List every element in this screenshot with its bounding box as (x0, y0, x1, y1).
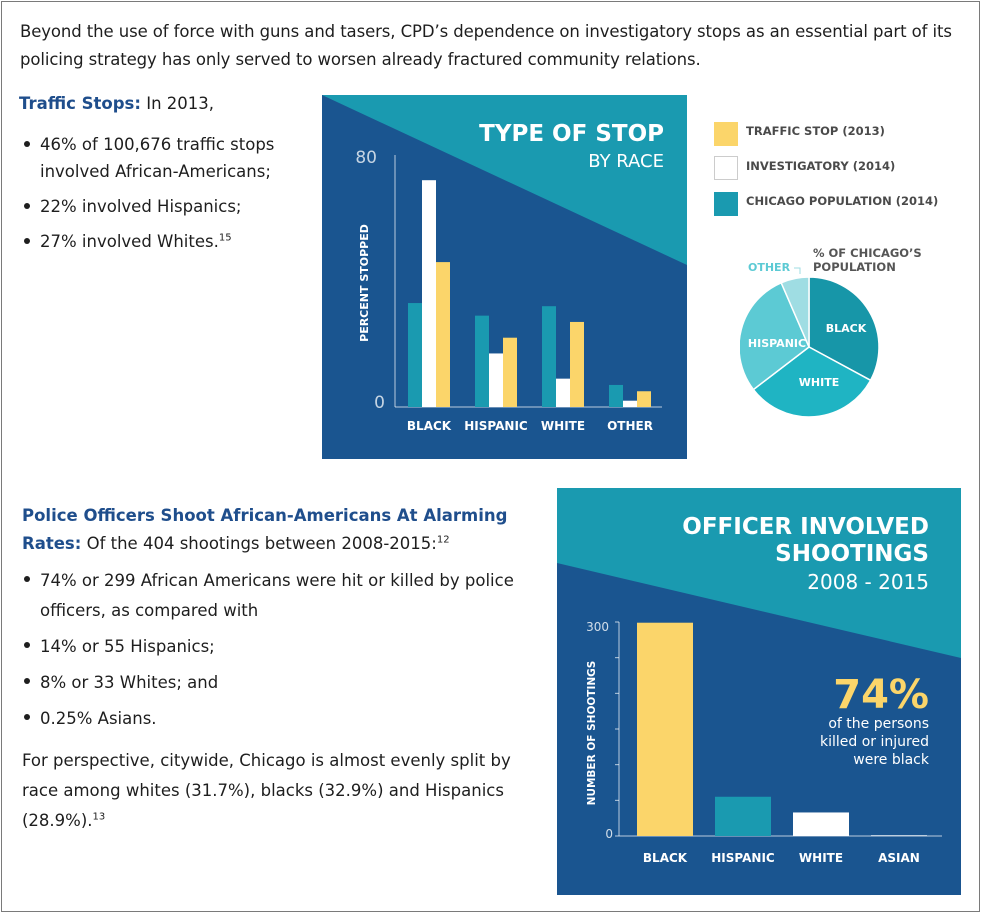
pie-label-hispanic: HISPANIC (748, 337, 806, 350)
pie-title-line-2: POPULATION (813, 260, 896, 274)
bar-hispanic-traffic (503, 337, 517, 407)
list-item: 46% of 100,676 traffic stops involved Af… (22, 131, 312, 185)
bar-other-population (609, 384, 623, 407)
x-tick-label: HISPANIC (464, 419, 528, 433)
bar-black-investigatory (422, 180, 436, 407)
pie-label-white: WHITE (799, 376, 839, 389)
type-of-stop-chart: TYPE OF STOP BY RACE 80 0 PERCENT STOPPE… (322, 95, 687, 459)
pie-label-other: OTHER (748, 261, 791, 274)
chart-title: TYPE OF STOP (479, 121, 664, 147)
pie-slice-other (780, 276, 810, 348)
bar-other-traffic (637, 391, 651, 407)
intro-paragraph: Beyond the use of force with guns and ta… (20, 22, 952, 69)
population-pie-chart: % OF CHICAGO’S POPULATION OTHER BLACK WH… (740, 240, 940, 425)
annotation-text-line: of the persons (828, 716, 929, 732)
footnote-ref: 13 (92, 811, 106, 823)
traffic-stops-heading: Traffic Stops: (19, 94, 141, 113)
legend-item: CHICAGO POPULATION (2014) (714, 192, 964, 218)
bar-hispanic-investigatory (489, 353, 503, 407)
shootings-lead: Of the 404 shootings between 2008-2015: (81, 534, 437, 553)
bar-black-traffic (436, 262, 450, 407)
x-tick-label: BLACK (407, 419, 452, 433)
shootings-heading-line: Police Officers Shoot African-Americans … (22, 502, 532, 558)
list-item: 8% or 33 Whites; and (22, 668, 532, 698)
x-tick-label: WHITE (541, 419, 585, 433)
list-item: 74% or 299 African Americans were hit or… (22, 566, 532, 626)
perspective-paragraph: For perspective, citywide, Chicago is al… (22, 751, 511, 830)
list-item: 0.25% Asians. (22, 704, 532, 734)
y-tick-label: 300 (586, 620, 609, 634)
bar-hispanic (715, 796, 771, 836)
legend-swatch-traffic (714, 122, 738, 146)
y-axis-label: PERCENT STOPPED (358, 224, 371, 342)
bar-asian (871, 835, 927, 836)
population-pie-svg: % OF CHICAGO’S POPULATION OTHER BLACK WH… (740, 246, 922, 418)
chart-subtitle: 2008 - 2015 (807, 570, 929, 594)
y-axis-label: NUMBER OF SHOOTINGS (586, 661, 598, 806)
y-tick-label: 80 (355, 148, 377, 168)
x-tick-label: OTHER (607, 419, 653, 433)
bar-other-investigatory (623, 400, 637, 407)
footnote-ref: 15 (218, 232, 232, 244)
pie-label-black: BLACK (826, 322, 867, 335)
bar-white (793, 812, 849, 836)
bar-white-traffic (570, 321, 584, 407)
x-tick-label: ASIAN (878, 851, 920, 865)
pie-slice-hispanic (740, 281, 810, 391)
list-item: 22% involved Hispanics; (22, 193, 312, 220)
y-tick-label: 0 (605, 827, 613, 841)
x-tick-label: WHITE (799, 851, 843, 865)
pie-leader-line (794, 267, 801, 274)
pie-title-line-1: % OF CHICAGO’S (813, 246, 922, 260)
x-tick-label: BLACK (643, 851, 688, 865)
bar-hispanic-population (475, 315, 489, 407)
list-item: 27% involved Whites.15 (22, 228, 312, 255)
legend-item: TRAFFIC STOP (2013) (714, 122, 964, 148)
officer-shootings-svg: OFFICER INVOLVED SHOOTINGS 2008 - 2015 3… (557, 488, 961, 895)
x-tick-label: HISPANIC (711, 851, 775, 865)
legend-swatch-investigatory (714, 156, 738, 180)
bar-white-population (542, 306, 556, 407)
bar-black-population (408, 303, 422, 407)
pie-slice-black (808, 276, 880, 382)
traffic-stops-list: 46% of 100,676 traffic stops involved Af… (22, 131, 312, 255)
bar-black (637, 622, 693, 836)
chart-title-line-2: SHOOTINGS (775, 541, 929, 567)
shootings-heading: Police Officers Shoot African-Americans … (22, 506, 508, 553)
chart-title-line-1: OFFICER INVOLVED (682, 514, 929, 540)
chart-subtitle: BY RACE (588, 151, 664, 172)
pie-slice-white (752, 346, 872, 418)
shootings-list: 74% or 299 African Americans were hit or… (22, 566, 532, 734)
annotation-text-line: were black (853, 752, 930, 768)
type-of-stop-svg: TYPE OF STOP BY RACE 80 0 PERCENT STOPPE… (322, 95, 687, 459)
list-item: 14% or 55 Hispanics; (22, 632, 532, 662)
officer-shootings-chart: OFFICER INVOLVED SHOOTINGS 2008 - 2015 3… (557, 488, 961, 895)
legend-swatch-population (714, 192, 738, 216)
legend-item: INVESTIGATORY (2014) (714, 156, 964, 182)
annotation-text-line: killed or injured (820, 734, 929, 750)
traffic-stops-heading-line: Traffic Stops: In 2013, (19, 92, 214, 116)
traffic-stops-lead: In 2013, (140, 94, 215, 113)
y-tick-label: 0 (374, 393, 385, 413)
annotation-percent: 74% (833, 672, 929, 718)
footnote-ref: 12 (436, 534, 450, 546)
bar-white-investigatory (556, 378, 570, 407)
